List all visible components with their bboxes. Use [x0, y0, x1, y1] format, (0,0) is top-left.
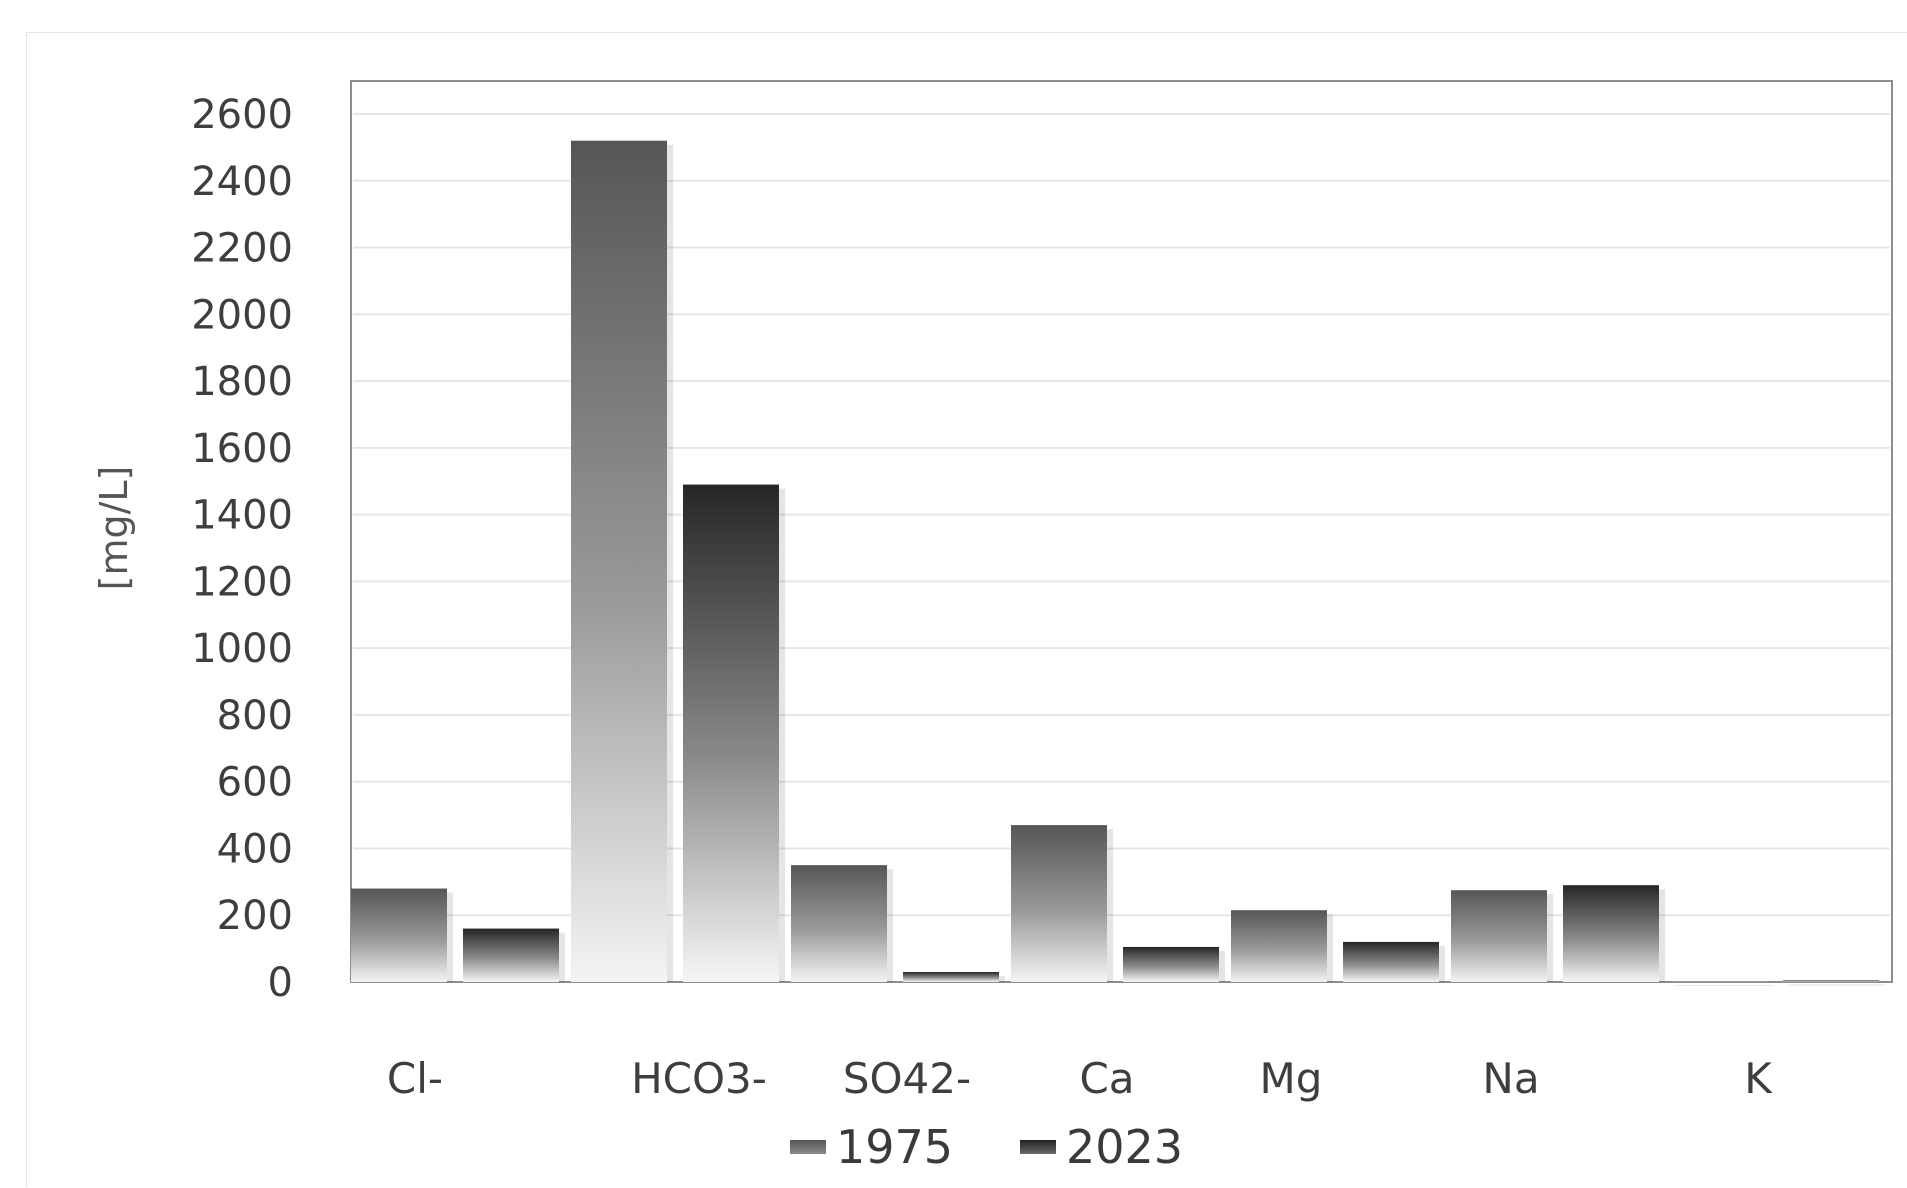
bar-1975-Ca: [1011, 825, 1107, 982]
bar-2023-Na: [1563, 885, 1659, 982]
x-category-label: Na: [1482, 1054, 1539, 1103]
bars: [351, 140, 1885, 986]
bar-2023-HCO3-: [683, 484, 779, 982]
bar-2023-Cl-: [463, 928, 559, 982]
y-tick-label: 1200: [191, 559, 293, 605]
x-category-label: K: [1744, 1054, 1773, 1103]
bar-1975-HCO3-: [571, 140, 667, 982]
bar-1975-Cl-: [351, 888, 447, 982]
chart-frame: 0 200 400 600 800 1000 1200 1400 1600 1800 2000 220…: [26, 32, 1907, 1187]
y-tick-label: 1800: [191, 359, 293, 405]
legend-label: 1975: [836, 1120, 953, 1174]
legend-swatch-2023: [1020, 1140, 1056, 1154]
y-tick-label: 800: [217, 693, 293, 739]
y-tick-label: 600: [217, 760, 293, 806]
bar-1975-Mg: [1231, 910, 1327, 982]
x-category-label: Mg: [1260, 1054, 1323, 1103]
x-axis-labels: Cl- HCO3- SO42- Ca Mg Na K: [387, 1054, 1773, 1103]
x-category-label: Cl-: [387, 1054, 443, 1103]
bar-1975-K: [1671, 980, 1767, 982]
bar-1975-SO42-: [791, 865, 887, 982]
y-tick-label: 1600: [191, 426, 293, 472]
y-tick-label: 1400: [191, 493, 293, 539]
legend: 1975 2023: [790, 1120, 1183, 1174]
y-axis-ticks: 0 200 400 600 800 1000 1200 1400 1600 1800 2000 220…: [191, 92, 293, 1006]
legend-swatch-1975: [790, 1140, 826, 1154]
y-tick-label: 200: [217, 893, 293, 939]
y-axis-title: [mg/L]: [92, 466, 136, 591]
x-category-label: SO42-: [843, 1054, 971, 1103]
x-category-label: Ca: [1079, 1054, 1134, 1103]
bar-1975-Na: [1451, 890, 1547, 982]
bar-shadow: [1789, 984, 1885, 986]
bar-2023-Mg: [1343, 941, 1439, 982]
bar-2023-SO42-: [903, 971, 999, 982]
y-tick-label: 2200: [191, 226, 293, 272]
y-tick-label: 2600: [191, 92, 293, 138]
y-tick-label: 1000: [191, 626, 293, 672]
y-tick-label: 0: [268, 960, 293, 1006]
y-tick-label: 2400: [191, 159, 293, 205]
y-tick-label: 2000: [191, 292, 293, 338]
legend-label: 2023: [1066, 1120, 1183, 1174]
bar-2023-K: [1783, 980, 1879, 982]
bar-chart: 0 200 400 600 800 1000 1200 1400 1600 1800 2000 220…: [92, 80, 1893, 1174]
bar-2023-Ca: [1123, 946, 1219, 982]
x-category-label: HCO3-: [631, 1054, 767, 1103]
bar-shadow: [1677, 984, 1773, 986]
y-tick-label: 400: [217, 826, 293, 872]
